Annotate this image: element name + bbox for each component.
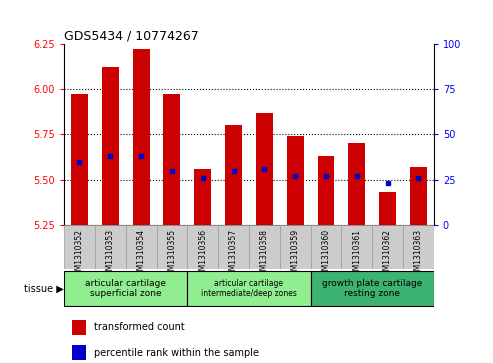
Bar: [95, 225, 126, 269]
Text: tissue ▶: tissue ▶: [24, 284, 64, 294]
Text: GSM1310357: GSM1310357: [229, 229, 238, 280]
Text: GSM1310352: GSM1310352: [75, 229, 84, 280]
Bar: [126, 225, 157, 269]
Text: transformed count: transformed count: [94, 322, 184, 333]
Bar: [349, 143, 365, 225]
Bar: [403, 225, 434, 269]
Text: GSM1310356: GSM1310356: [198, 229, 207, 280]
Bar: [341, 225, 372, 269]
Bar: [71, 94, 88, 225]
Bar: [133, 49, 149, 225]
Bar: [218, 225, 249, 269]
Bar: [379, 192, 396, 225]
Text: growth plate cartilage
resting zone: growth plate cartilage resting zone: [322, 279, 423, 298]
Bar: [102, 67, 119, 225]
Bar: [280, 225, 311, 269]
Text: GSM1310353: GSM1310353: [106, 229, 115, 280]
Bar: [287, 136, 304, 225]
Bar: [157, 225, 187, 269]
Bar: [249, 225, 280, 269]
Text: articular cartilage
superficial zone: articular cartilage superficial zone: [85, 279, 166, 298]
Text: GSM1310355: GSM1310355: [168, 229, 176, 280]
Text: GSM1310359: GSM1310359: [291, 229, 300, 280]
Text: GSM1310363: GSM1310363: [414, 229, 423, 280]
Text: percentile rank within the sample: percentile rank within the sample: [94, 348, 259, 358]
Text: GSM1310361: GSM1310361: [352, 229, 361, 280]
Bar: [64, 225, 95, 269]
Bar: [64, 271, 187, 306]
Bar: [311, 271, 434, 306]
Bar: [187, 271, 311, 306]
Bar: [410, 167, 427, 225]
Bar: [317, 156, 334, 225]
Bar: [72, 345, 86, 360]
Bar: [256, 113, 273, 225]
Text: GSM1310358: GSM1310358: [260, 229, 269, 280]
Text: GSM1310362: GSM1310362: [383, 229, 392, 280]
Bar: [72, 320, 86, 335]
Bar: [372, 225, 403, 269]
Bar: [164, 94, 180, 225]
Bar: [194, 169, 211, 225]
Text: GSM1310354: GSM1310354: [137, 229, 145, 280]
Bar: [311, 225, 341, 269]
Bar: [225, 125, 242, 225]
Text: GDS5434 / 10774267: GDS5434 / 10774267: [64, 29, 199, 42]
Bar: [187, 225, 218, 269]
Text: GSM1310360: GSM1310360: [321, 229, 330, 280]
Text: articular cartilage
intermediate/deep zones: articular cartilage intermediate/deep zo…: [201, 279, 297, 298]
